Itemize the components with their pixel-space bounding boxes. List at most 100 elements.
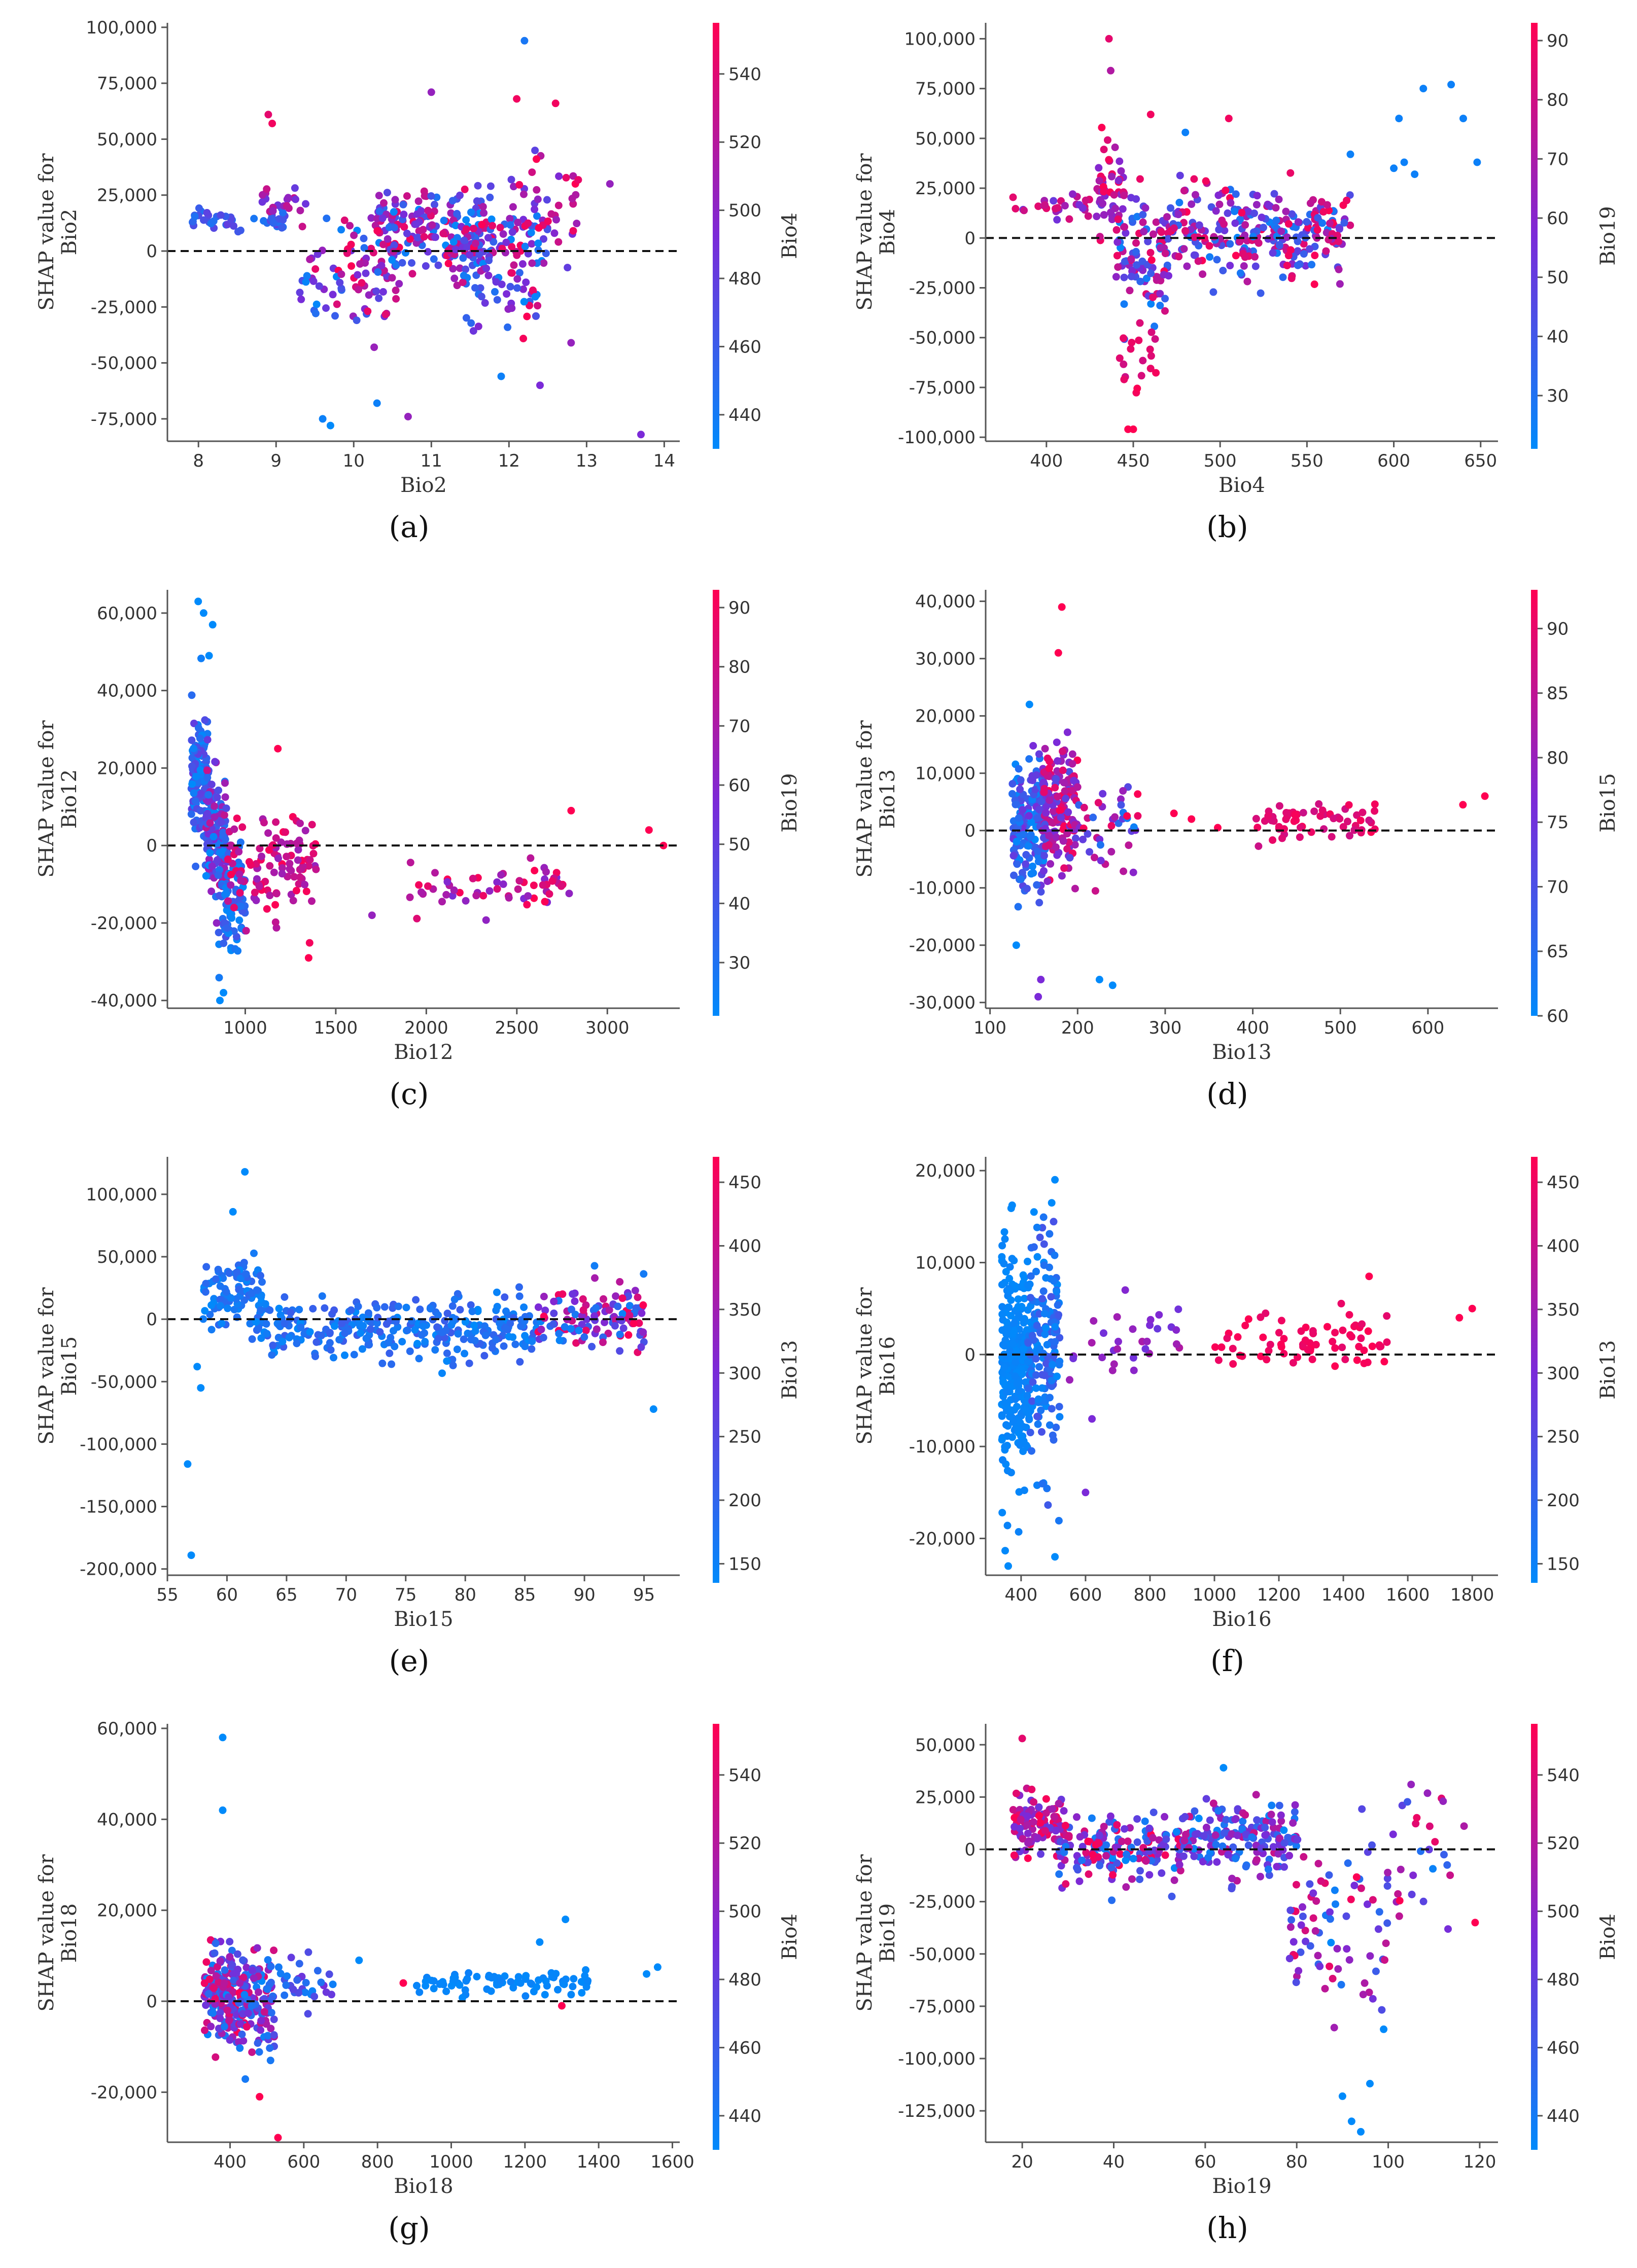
colorbar-tick-label: 50 — [1547, 268, 1569, 288]
data-point — [194, 724, 202, 732]
data-point — [210, 1984, 218, 1992]
data-point — [248, 1335, 256, 1343]
data-point — [413, 1981, 421, 1990]
data-point — [211, 758, 219, 766]
data-point — [1222, 186, 1230, 194]
data-point — [230, 1976, 238, 1985]
data-point — [207, 825, 216, 833]
data-point — [1050, 197, 1058, 205]
colorbar-tick-label: 70 — [1547, 149, 1569, 169]
data-point — [539, 881, 547, 889]
colorbar-title: Bio19 — [1596, 206, 1620, 265]
data-point — [1315, 800, 1323, 808]
data-point — [1342, 1912, 1350, 1920]
data-point — [1215, 226, 1223, 234]
data-points — [1008, 603, 1489, 1001]
data-point — [398, 1338, 406, 1345]
data-point — [618, 1294, 626, 1302]
data-point — [1325, 236, 1333, 243]
data-point — [1033, 1223, 1041, 1231]
data-point — [1001, 1235, 1009, 1243]
data-point — [1481, 792, 1489, 800]
data-point — [295, 1960, 303, 1968]
data-point — [1383, 1919, 1391, 1927]
data-point — [431, 200, 438, 208]
data-point — [1028, 1447, 1035, 1455]
data-point — [506, 282, 514, 291]
data-point — [1188, 815, 1196, 823]
data-point — [489, 222, 497, 230]
data-point — [235, 916, 243, 924]
data-point — [513, 251, 521, 259]
data-point — [1375, 1341, 1383, 1349]
data-point — [222, 890, 230, 898]
data-point — [212, 1972, 220, 1980]
data-point — [228, 1961, 236, 1969]
data-point — [572, 1339, 580, 1347]
data-point — [1095, 176, 1103, 185]
data-point — [233, 1268, 241, 1277]
data-point — [400, 210, 408, 219]
data-point — [507, 1978, 515, 1986]
data-point — [516, 1979, 525, 1987]
data-point — [1091, 887, 1099, 895]
data-point — [1014, 1295, 1022, 1303]
data-point — [1048, 1199, 1056, 1207]
data-point — [1080, 803, 1088, 811]
x-tick-label: 600 — [1377, 451, 1410, 471]
data-point — [217, 818, 225, 826]
panel-a: 8 9 10 11 12 13 14 -75,000 -50,000 -25,000 0 25,000… — [0, 0, 818, 567]
data-point — [384, 235, 392, 243]
data-point — [1408, 1891, 1416, 1898]
data-point — [1036, 1233, 1044, 1242]
data-point — [1084, 212, 1092, 220]
data-point — [1389, 1830, 1397, 1838]
data-point — [271, 901, 280, 909]
y-tick-label: -20,000 — [909, 936, 976, 956]
colorbar-tick-label: 460 — [1547, 2038, 1580, 2058]
data-point — [998, 1411, 1006, 1419]
data-point — [1049, 1431, 1057, 1439]
data-point — [530, 894, 538, 902]
data-point — [184, 1460, 192, 1468]
data-point — [390, 208, 398, 216]
data-point — [216, 2014, 224, 2023]
data-point — [1146, 1316, 1155, 1324]
data-point — [337, 226, 345, 234]
data-point — [235, 847, 243, 856]
data-point — [1129, 868, 1137, 876]
data-point — [355, 286, 363, 294]
data-point — [1313, 226, 1321, 234]
data-point — [1336, 815, 1344, 823]
data-point — [1106, 1812, 1114, 1820]
data-point — [1322, 229, 1331, 237]
data-point — [296, 820, 304, 827]
y-tick-label: 50,000 — [97, 1247, 157, 1267]
data-point — [998, 1436, 1006, 1444]
data-point — [1251, 262, 1260, 270]
data-point — [1032, 771, 1040, 779]
data-point — [465, 1969, 473, 1977]
data-point — [490, 238, 498, 246]
data-point — [604, 1329, 612, 1337]
data-point — [1172, 1326, 1180, 1334]
data-point — [554, 1986, 562, 1994]
data-point — [442, 1988, 450, 1995]
data-point — [1033, 1322, 1041, 1330]
data-point — [448, 197, 457, 205]
data-point — [442, 891, 450, 899]
data-point — [539, 1334, 547, 1341]
data-point — [1122, 229, 1130, 237]
data-point — [1088, 1415, 1096, 1423]
colorbar-tick-label: 350 — [728, 1300, 761, 1320]
data-point — [1287, 274, 1296, 282]
data-point — [1143, 1837, 1152, 1845]
data-point — [521, 242, 529, 251]
data-point — [1328, 833, 1336, 841]
data-point — [1033, 1253, 1041, 1261]
data-point — [438, 1328, 446, 1336]
colorbar-tick-label: 40 — [728, 894, 750, 914]
x-axis-title: Bio12 — [394, 1041, 453, 1064]
data-point — [290, 873, 298, 881]
data-point — [1269, 836, 1277, 844]
